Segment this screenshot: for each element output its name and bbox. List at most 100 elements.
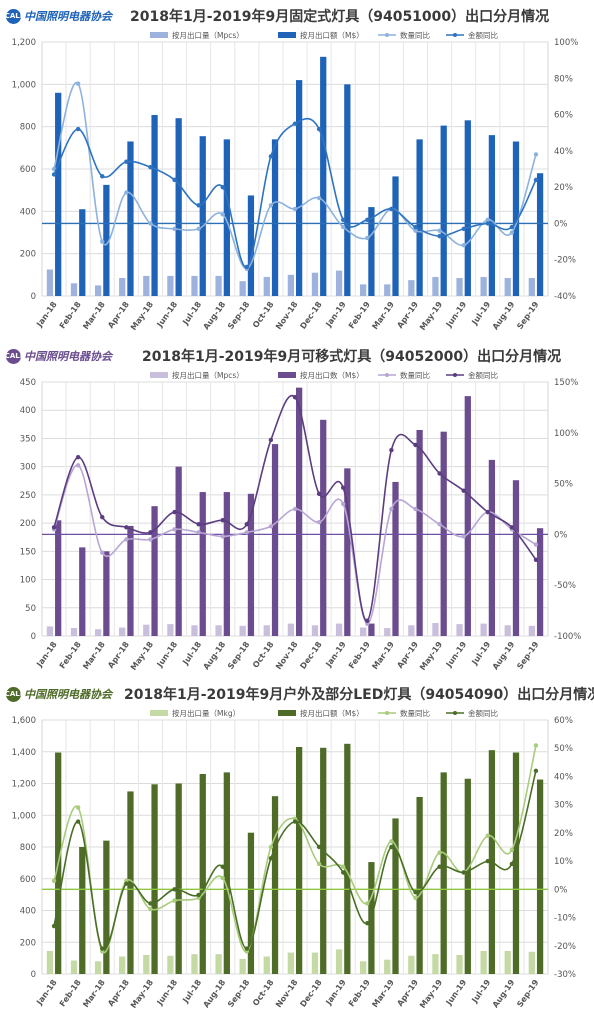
bar-quantity bbox=[70, 960, 78, 974]
point-amount-yoy bbox=[292, 395, 298, 400]
point-amount-yoy bbox=[244, 946, 250, 951]
point-amount-yoy bbox=[340, 217, 346, 222]
point-quantity-yoy bbox=[461, 243, 466, 248]
point-amount-yoy bbox=[100, 514, 105, 520]
bar-amount bbox=[223, 492, 230, 636]
x-axis-tick-label: Jun-18 bbox=[155, 300, 180, 330]
point-quantity-yoy bbox=[389, 839, 394, 844]
point-amount-yoy bbox=[75, 454, 81, 460]
point-amount-yoy bbox=[244, 522, 250, 527]
x-axis-tick-label: Oct-18 bbox=[251, 978, 276, 1008]
legend-marker bbox=[385, 33, 389, 37]
bar-amount bbox=[175, 466, 182, 636]
bar-quantity bbox=[239, 958, 246, 974]
bar-quantity bbox=[360, 627, 367, 636]
x-axis-tick-label: Jan-18 bbox=[34, 978, 59, 1008]
bar-quantity bbox=[215, 275, 222, 296]
bar-amount bbox=[103, 551, 110, 636]
bar-quantity bbox=[191, 625, 198, 636]
x-axis-tick-label: Feb-18 bbox=[58, 978, 83, 1009]
legend-marker bbox=[453, 33, 457, 37]
legend-swatch-amount bbox=[278, 710, 296, 716]
point-quantity-yoy bbox=[268, 844, 274, 850]
bar-amount bbox=[79, 209, 86, 296]
y-axis-tick-label: 1,400 bbox=[12, 748, 36, 758]
point-amount-yoy bbox=[533, 177, 539, 183]
point-amount-yoy bbox=[437, 864, 442, 869]
point-amount-yoy bbox=[389, 447, 394, 453]
bar-amount bbox=[320, 419, 327, 636]
bar-amount bbox=[536, 173, 544, 296]
y-axis-tick-label: 800 bbox=[20, 843, 36, 853]
y2-axis-tick-label: -30% bbox=[554, 970, 576, 980]
point-quantity-yoy bbox=[172, 226, 177, 232]
x-axis-tick-label: May-19 bbox=[418, 978, 444, 1010]
point-quantity-yoy bbox=[533, 542, 539, 547]
bar-amount bbox=[271, 139, 279, 296]
portable-luminaires-chart-panel: CALI 中国照明电器协会 2018年1月-2019年9月可移式灯具（94052… bbox=[0, 340, 594, 678]
bar-amount bbox=[440, 125, 447, 296]
bar-quantity bbox=[191, 954, 198, 974]
bar-amount bbox=[223, 139, 230, 296]
point-amount-yoy bbox=[196, 522, 201, 527]
point-amount-yoy bbox=[461, 226, 466, 232]
association-logo: CALI 中国照明电器协会 bbox=[5, 7, 112, 25]
point-amount-yoy bbox=[316, 491, 322, 496]
point-quantity-yoy bbox=[268, 524, 274, 529]
bar-quantity bbox=[215, 954, 222, 974]
legend-swatch-quantity bbox=[150, 710, 168, 716]
point-quantity-yoy bbox=[509, 847, 515, 853]
bar-quantity bbox=[70, 283, 78, 296]
point-quantity-yoy bbox=[509, 230, 515, 235]
point-amount-yoy bbox=[292, 819, 298, 824]
line-amount-yoy bbox=[53, 770, 537, 951]
y2-axis-tick-label: -100% bbox=[554, 632, 581, 642]
point-amount-yoy bbox=[172, 887, 177, 892]
point-amount-yoy bbox=[172, 177, 177, 183]
bar-amount bbox=[344, 84, 351, 296]
bar-quantity bbox=[311, 952, 319, 974]
y-axis-tick-label: 450 bbox=[20, 378, 36, 388]
bar-quantity bbox=[263, 625, 270, 636]
point-quantity-yoy bbox=[220, 875, 225, 881]
bar-amount bbox=[127, 525, 134, 636]
bar-quantity bbox=[46, 626, 54, 636]
bar-quantity bbox=[46, 950, 54, 974]
bar-amount bbox=[151, 115, 158, 297]
bar-quantity bbox=[384, 628, 391, 636]
chart-canvas: 0 50 100 150 200 250 300 350 400 450 -100% -50% 0% 50… bbox=[20, 370, 582, 672]
point-quantity-yoy bbox=[413, 228, 418, 233]
point-amount-yoy bbox=[340, 870, 346, 875]
legend-label: 按月出口量（Mkg） bbox=[172, 708, 240, 718]
y-axis-tick-label: 400 bbox=[20, 406, 36, 416]
point-amount-yoy bbox=[148, 901, 153, 906]
y-axis-tick-label: 0 bbox=[31, 970, 36, 980]
y-axis-tick-label: 200 bbox=[20, 519, 36, 529]
bar-quantity bbox=[167, 275, 174, 296]
bar-quantity bbox=[504, 625, 511, 636]
x-axis-tick-label: Apr-18 bbox=[106, 300, 131, 330]
x-axis-tick-label: Nov-18 bbox=[274, 300, 300, 332]
chart-header: CALI 中国照明电器协会 2018年1月-2019年9月可移式灯具（94052… bbox=[0, 340, 594, 372]
x-axis-tick-label: Sep-19 bbox=[515, 300, 541, 331]
point-amount-yoy bbox=[485, 509, 490, 515]
y2-axis-tick-label: 60% bbox=[554, 716, 573, 726]
point-amount-yoy bbox=[220, 517, 225, 523]
point-amount-yoy bbox=[509, 861, 515, 867]
point-amount-yoy bbox=[413, 889, 418, 895]
y2-axis-tick-label: 20% bbox=[554, 183, 573, 193]
bar-amount bbox=[223, 772, 230, 974]
bar-quantity bbox=[143, 624, 150, 636]
point-quantity-yoy bbox=[292, 206, 298, 212]
legend-marker bbox=[385, 711, 389, 715]
y2-axis-tick-label: 10% bbox=[554, 857, 573, 867]
y2-axis-tick-label: -50% bbox=[554, 581, 576, 591]
x-axis-tick-label: Jun-19 bbox=[444, 640, 469, 670]
y2-axis-tick-label: -10% bbox=[554, 914, 576, 924]
y-axis-tick-label: 0 bbox=[31, 632, 36, 642]
point-quantity-yoy bbox=[365, 901, 370, 906]
bar-amount bbox=[320, 56, 327, 296]
x-axis-tick-label: Feb-19 bbox=[347, 978, 372, 1009]
y2-axis-tick-label: 0% bbox=[554, 219, 568, 229]
legend-label: 数量同比 bbox=[400, 30, 430, 40]
